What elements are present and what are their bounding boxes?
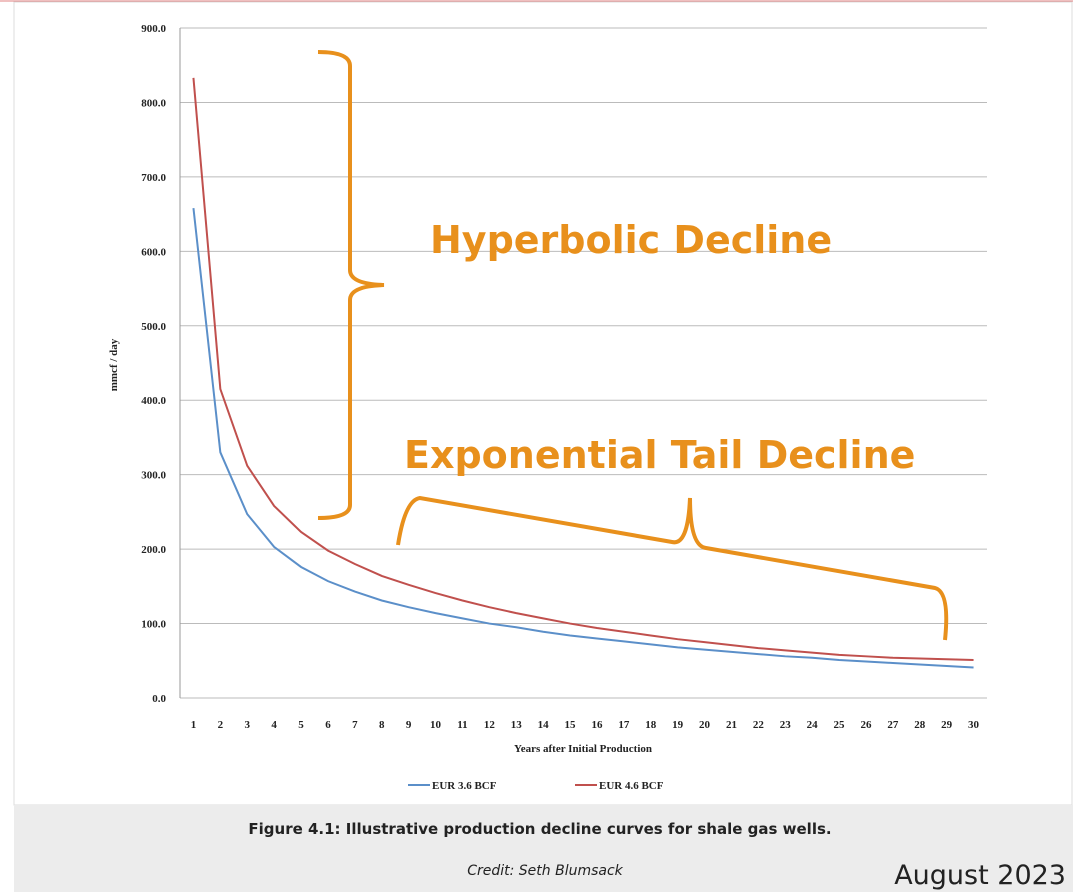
x-tick-label: 26 — [860, 719, 872, 731]
x-tick-label: 2 — [218, 719, 224, 731]
x-tick-label: 18 — [645, 719, 657, 731]
legend-label: EUR 3.6 BCF — [432, 780, 497, 792]
x-tick-label: 23 — [780, 719, 792, 731]
x-tick-label: 1 — [191, 719, 197, 731]
x-tick-label: 16 — [591, 719, 603, 731]
x-tick-label: 15 — [565, 719, 577, 731]
y-tick-label: 200.0 — [141, 544, 166, 556]
y-tick-label: 400.0 — [141, 395, 166, 407]
x-tick-label: 24 — [807, 719, 819, 731]
y-tick-label: 700.0 — [141, 172, 166, 184]
annotation: Exponential Tail Decline — [404, 433, 915, 477]
y-tick-label: 600.0 — [141, 246, 166, 258]
x-tick-label: 8 — [379, 719, 385, 731]
x-tick-label: 17 — [618, 719, 630, 731]
y-axis-label: mmcf / day — [108, 338, 120, 391]
x-tick-label: 5 — [298, 719, 304, 731]
y-tick-label: 500.0 — [141, 321, 166, 333]
x-tick-label: 22 — [753, 719, 765, 731]
x-tick-label: 25 — [834, 719, 846, 731]
y-tick-label: 300.0 — [141, 470, 166, 482]
hyperbolic-brace — [317, 50, 385, 520]
y-tick-label: 0.0 — [152, 693, 166, 705]
legend-label: EUR 4.6 BCF — [599, 780, 664, 792]
chart-frame — [13, 1, 1073, 806]
x-tick-label: 13 — [511, 719, 523, 731]
x-tick-label: 14 — [538, 719, 550, 731]
y-tick-label: 900.0 — [141, 23, 166, 35]
y-tick-label: 100.0 — [141, 619, 166, 631]
series-line — [192, 208, 974, 669]
x-tick-label: 28 — [914, 719, 926, 731]
x-axis-label: Years after Initial Production — [514, 743, 652, 755]
caption-panel — [14, 805, 1073, 892]
x-tick-label: 6 — [325, 719, 331, 731]
x-tick-label: 10 — [430, 719, 442, 731]
tail-brace — [396, 495, 949, 641]
x-tick-label: 21 — [726, 719, 737, 731]
y-tick-label: 800.0 — [141, 97, 166, 109]
date: August 2023 — [894, 860, 1066, 891]
x-tick-label: 29 — [941, 719, 953, 731]
x-tick-label: 3 — [245, 719, 251, 731]
x-tick-label: 7 — [352, 719, 358, 731]
annotation: Hyperbolic Decline — [430, 218, 832, 262]
x-tick-label: 27 — [887, 719, 899, 731]
x-tick-label: 12 — [484, 719, 496, 731]
series-line — [192, 77, 974, 662]
x-tick-label: 11 — [457, 719, 467, 731]
x-tick-label: 20 — [699, 719, 711, 731]
credit: Credit: Seth Blumsack — [467, 863, 623, 879]
x-tick-label: 30 — [968, 719, 980, 731]
x-tick-label: 9 — [406, 719, 412, 731]
caption: Figure 4.1: Illustrative production decl… — [248, 820, 831, 838]
x-tick-label: 4 — [271, 719, 277, 731]
plot: 0.0 100.0 200.0 300.0 400.0 500.0 600.0 700.0 80… — [141, 23, 987, 792]
x-tick-label: 19 — [672, 719, 684, 731]
